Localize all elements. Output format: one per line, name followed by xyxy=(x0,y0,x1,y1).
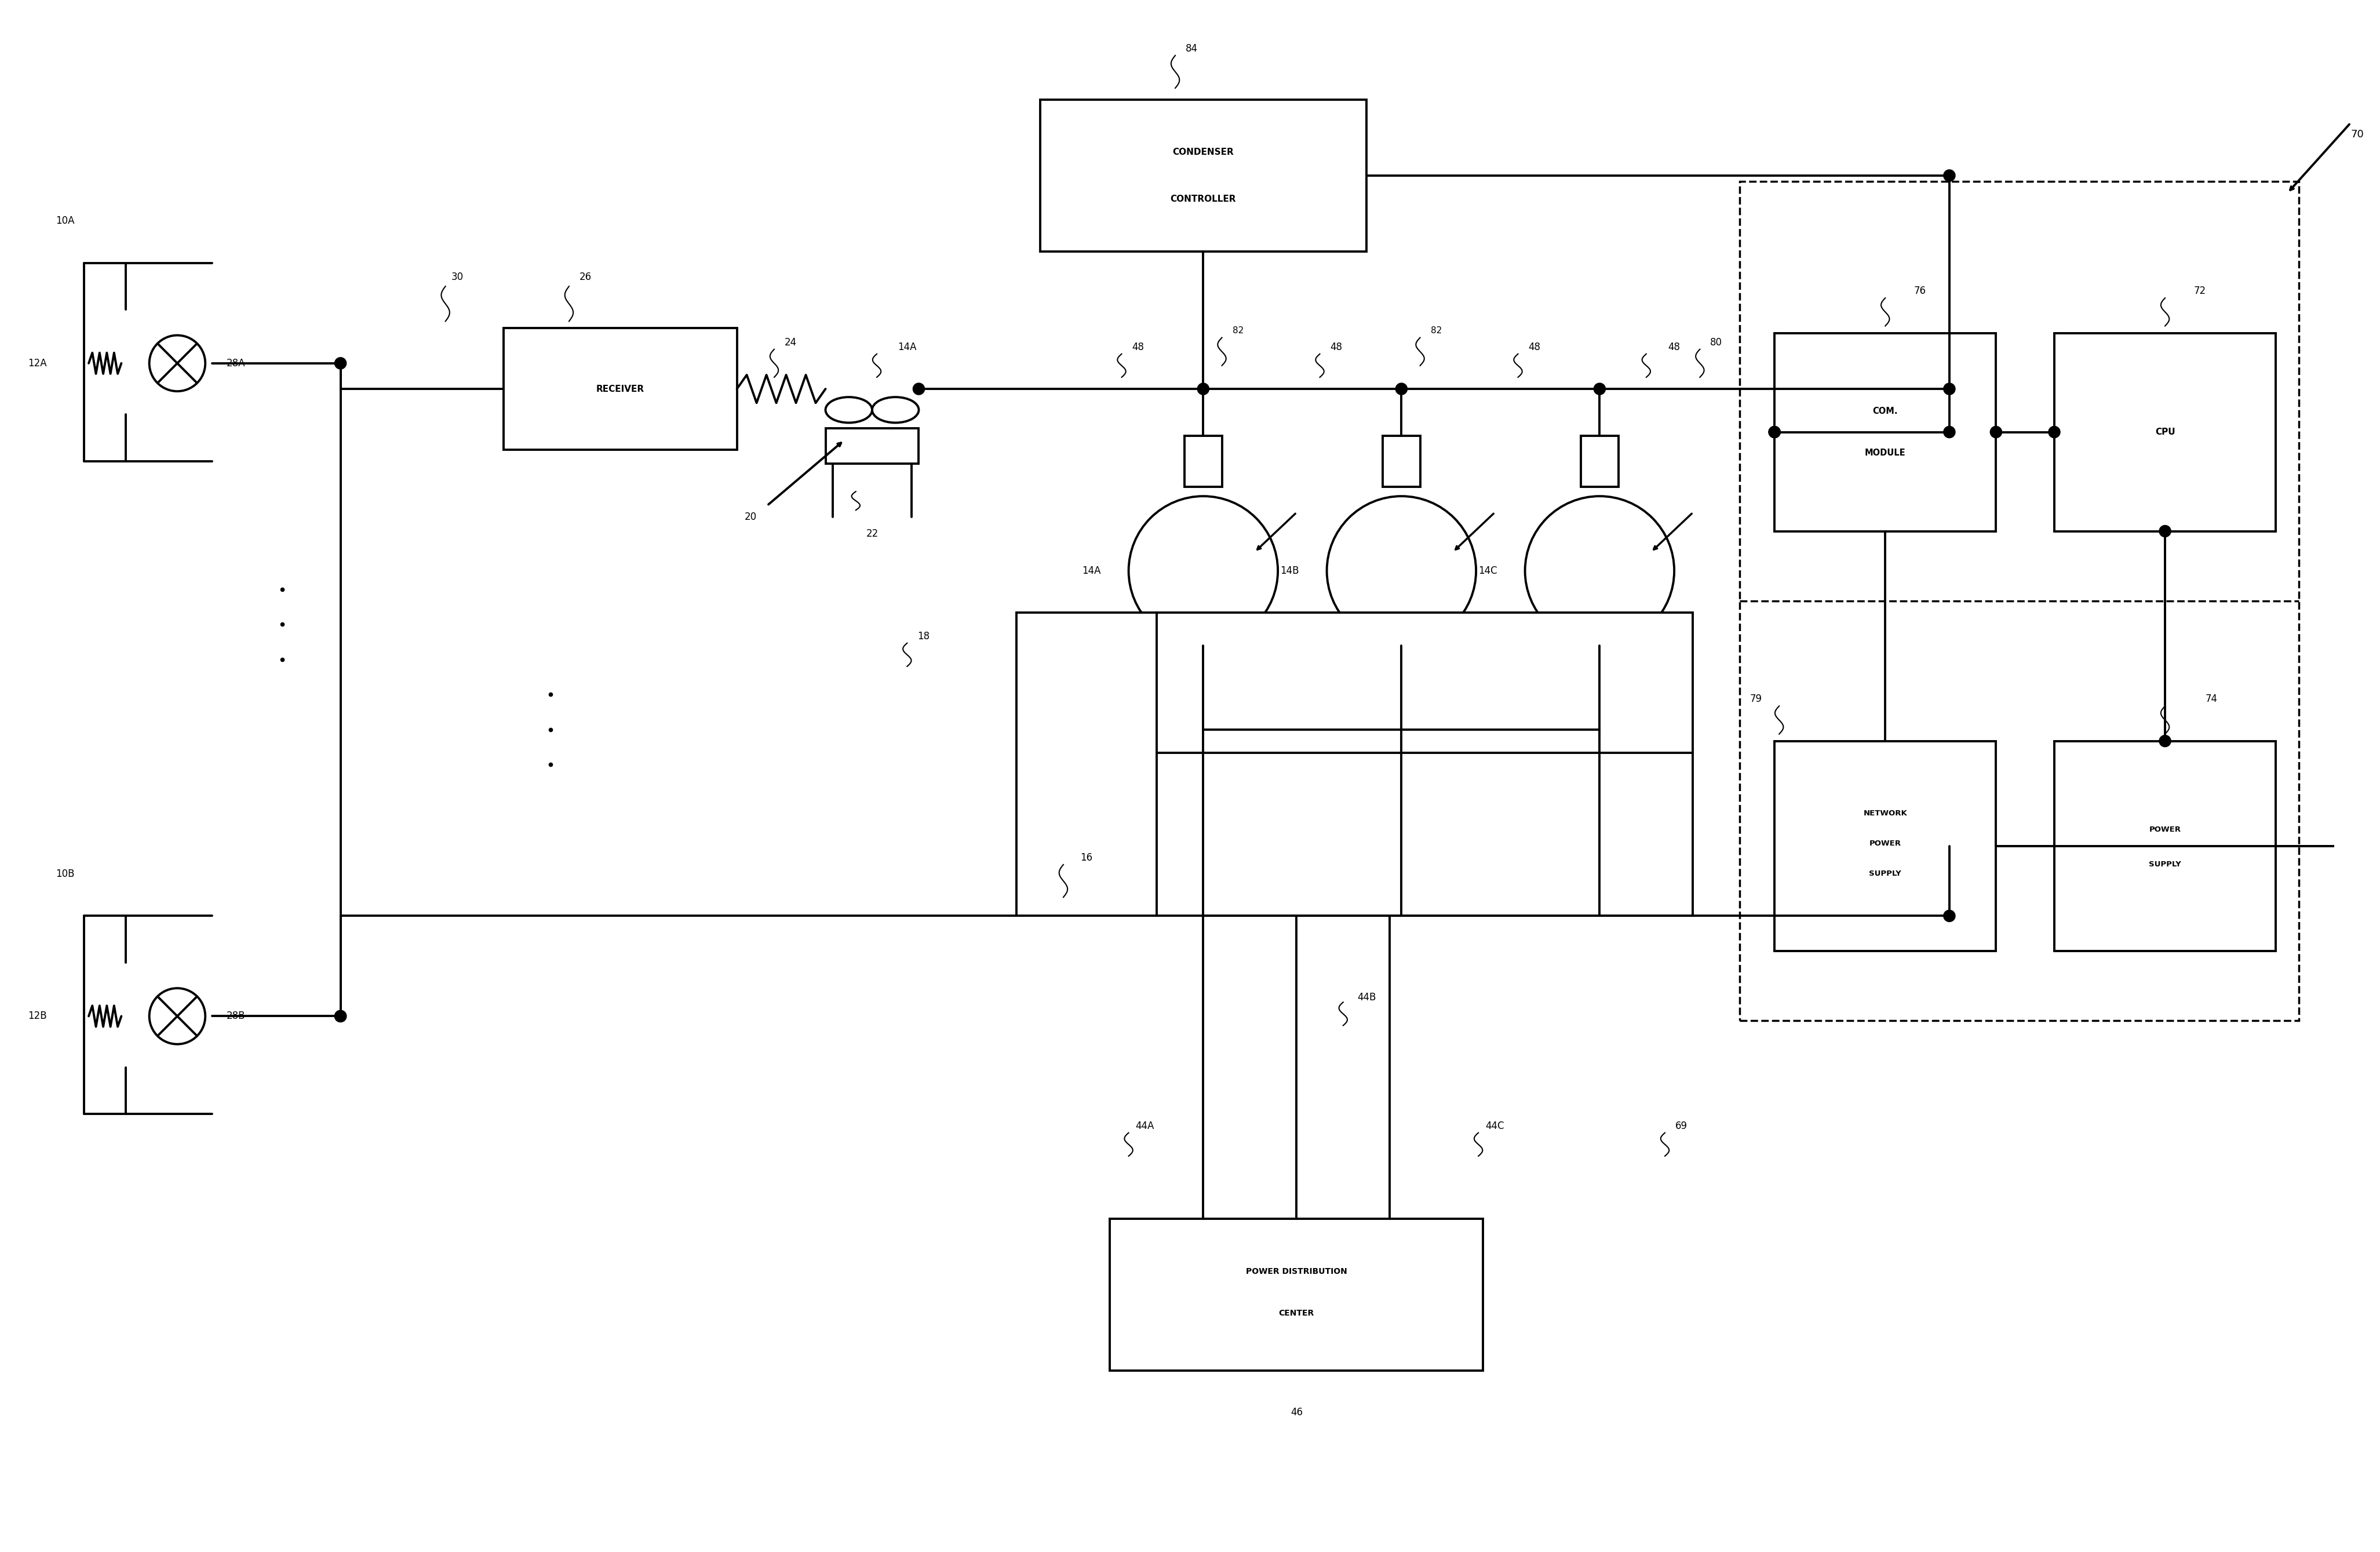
Circle shape xyxy=(336,1010,347,1023)
Text: 30: 30 xyxy=(450,272,464,282)
Text: 16: 16 xyxy=(1081,852,1092,863)
Text: 48: 48 xyxy=(1133,341,1145,352)
Text: 82: 82 xyxy=(1430,326,1442,335)
Text: 26: 26 xyxy=(578,272,593,282)
Text: 22: 22 xyxy=(866,528,878,539)
Circle shape xyxy=(914,383,923,394)
Text: 28B: 28B xyxy=(226,1010,245,1021)
Circle shape xyxy=(2049,427,2061,438)
Bar xyxy=(1040,99,1366,251)
Text: 69: 69 xyxy=(1676,1121,1687,1131)
Bar xyxy=(1016,613,1692,916)
Circle shape xyxy=(1768,427,1780,438)
Text: COM.: COM. xyxy=(1873,407,1897,416)
Text: CENTER: CENTER xyxy=(1278,1310,1314,1318)
Circle shape xyxy=(1395,383,1407,394)
Text: 48: 48 xyxy=(1330,341,1342,352)
Bar xyxy=(826,428,919,464)
Text: 18: 18 xyxy=(916,630,931,641)
Text: 44A: 44A xyxy=(1135,1121,1154,1131)
Text: POWER: POWER xyxy=(2149,826,2180,833)
Text: 14C: 14C xyxy=(1478,565,1497,576)
Bar xyxy=(2054,740,2275,951)
Text: 79: 79 xyxy=(1749,694,1761,705)
Text: 46: 46 xyxy=(1290,1408,1302,1419)
Text: 20: 20 xyxy=(745,512,757,523)
Circle shape xyxy=(1944,383,1956,394)
Bar xyxy=(1109,1218,1483,1370)
Circle shape xyxy=(1768,427,1780,438)
Text: POWER: POWER xyxy=(1868,840,1902,847)
Circle shape xyxy=(2159,525,2171,537)
Circle shape xyxy=(1944,169,1956,182)
Text: 76: 76 xyxy=(1914,286,1925,296)
Text: 72: 72 xyxy=(2194,286,2206,296)
Text: CONTROLLER: CONTROLLER xyxy=(1171,194,1235,203)
Bar xyxy=(1185,436,1221,487)
Bar xyxy=(2054,334,2275,531)
Text: CPU: CPU xyxy=(2154,428,2175,436)
Circle shape xyxy=(2159,736,2171,747)
Text: 70: 70 xyxy=(2351,129,2363,140)
Text: 12A: 12A xyxy=(29,359,48,368)
Text: 84: 84 xyxy=(1185,43,1197,54)
Circle shape xyxy=(336,1010,347,1023)
Bar xyxy=(1775,740,1997,951)
Text: CONDENSER: CONDENSER xyxy=(1173,147,1233,157)
Text: SUPPLY: SUPPLY xyxy=(1868,871,1902,878)
Circle shape xyxy=(336,357,347,369)
Circle shape xyxy=(1944,427,1956,438)
Circle shape xyxy=(1197,383,1209,394)
Text: 80: 80 xyxy=(1711,337,1723,348)
Bar xyxy=(505,329,738,450)
Text: 10B: 10B xyxy=(57,869,74,878)
Bar xyxy=(1775,334,1997,531)
Bar xyxy=(1580,436,1618,487)
Text: MODULE: MODULE xyxy=(1866,449,1906,458)
Text: 74: 74 xyxy=(2206,694,2218,705)
Text: 28A: 28A xyxy=(226,359,245,368)
Text: 12B: 12B xyxy=(29,1010,48,1021)
Bar xyxy=(1383,436,1421,487)
Text: SUPPLY: SUPPLY xyxy=(2149,861,2180,869)
Text: 44B: 44B xyxy=(1357,992,1376,1003)
Text: 10A: 10A xyxy=(57,216,74,227)
Text: 48: 48 xyxy=(1528,341,1540,352)
Circle shape xyxy=(1990,427,2002,438)
Text: 14B: 14B xyxy=(1280,565,1299,576)
Text: 82: 82 xyxy=(1233,326,1245,335)
Text: 44C: 44C xyxy=(1485,1121,1504,1131)
Text: 14A: 14A xyxy=(1083,565,1100,576)
Bar xyxy=(1740,182,2299,1021)
Text: 48: 48 xyxy=(1668,341,1680,352)
Circle shape xyxy=(1595,383,1606,394)
Text: NETWORK: NETWORK xyxy=(1864,810,1906,816)
Text: RECEIVER: RECEIVER xyxy=(597,385,645,393)
Circle shape xyxy=(1944,909,1956,922)
Text: 24: 24 xyxy=(785,337,797,348)
Text: POWER DISTRIBUTION: POWER DISTRIBUTION xyxy=(1245,1268,1347,1276)
Text: 14A: 14A xyxy=(897,341,916,352)
